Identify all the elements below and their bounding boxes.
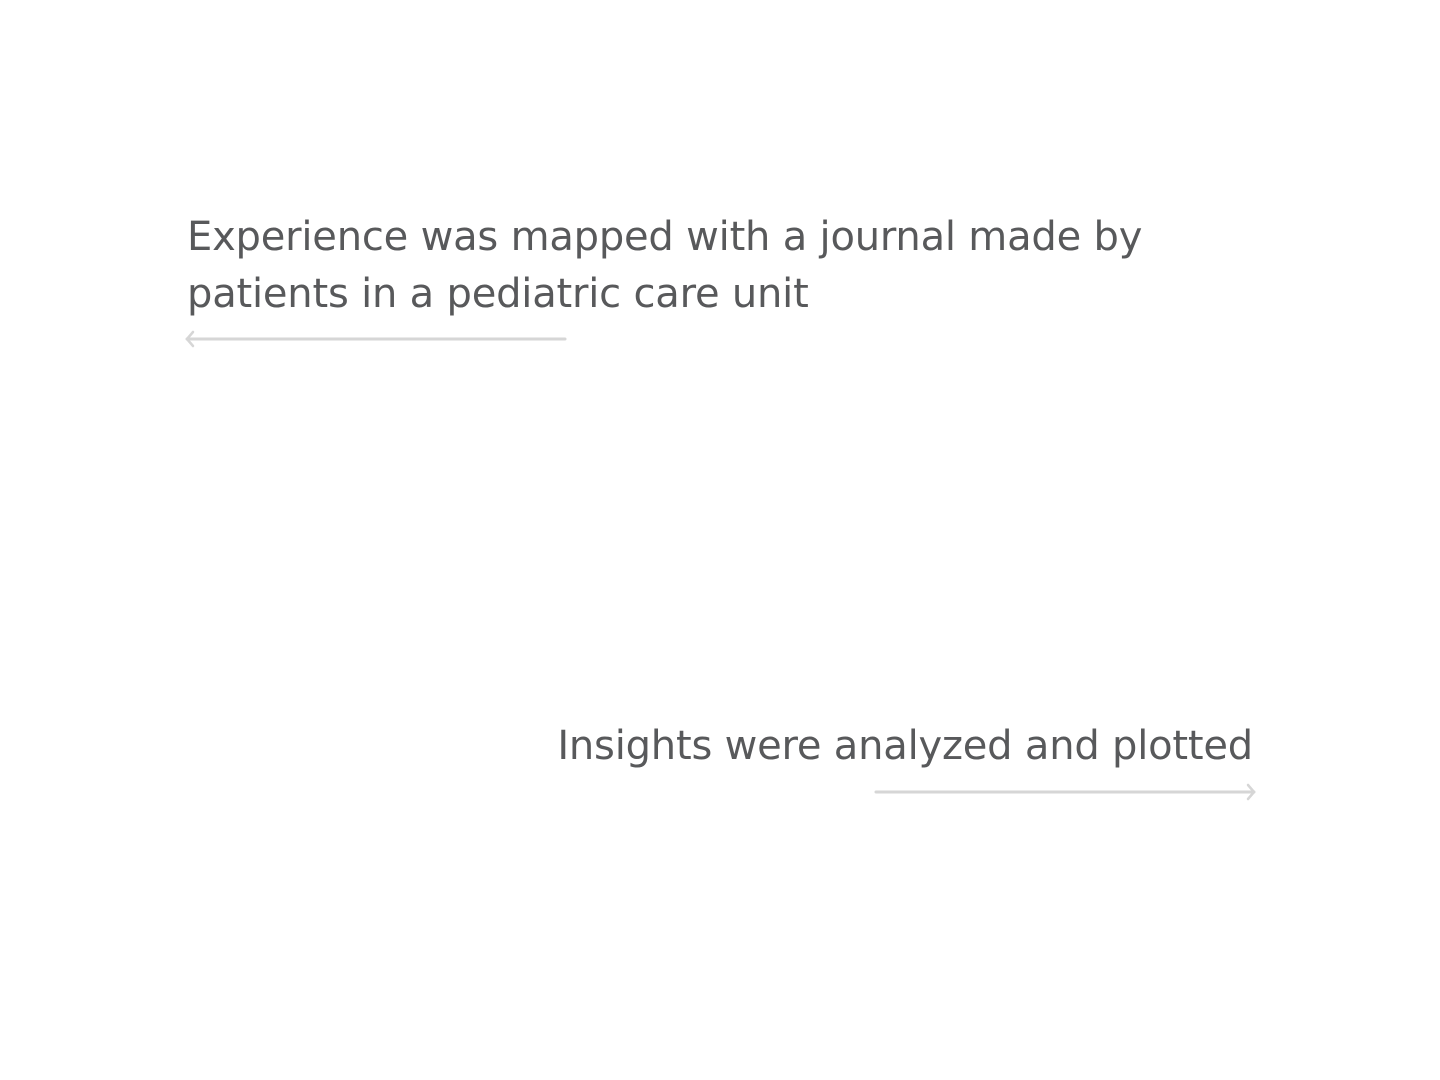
journal-caption: Experience was mapped with a journal mad…: [187, 214, 1143, 317]
insights-caption: Insights were analyzed and plotted: [557, 723, 1253, 769]
arrow-right-icon[interactable]: [874, 782, 1258, 802]
arrow-left-icon[interactable]: [183, 329, 567, 349]
